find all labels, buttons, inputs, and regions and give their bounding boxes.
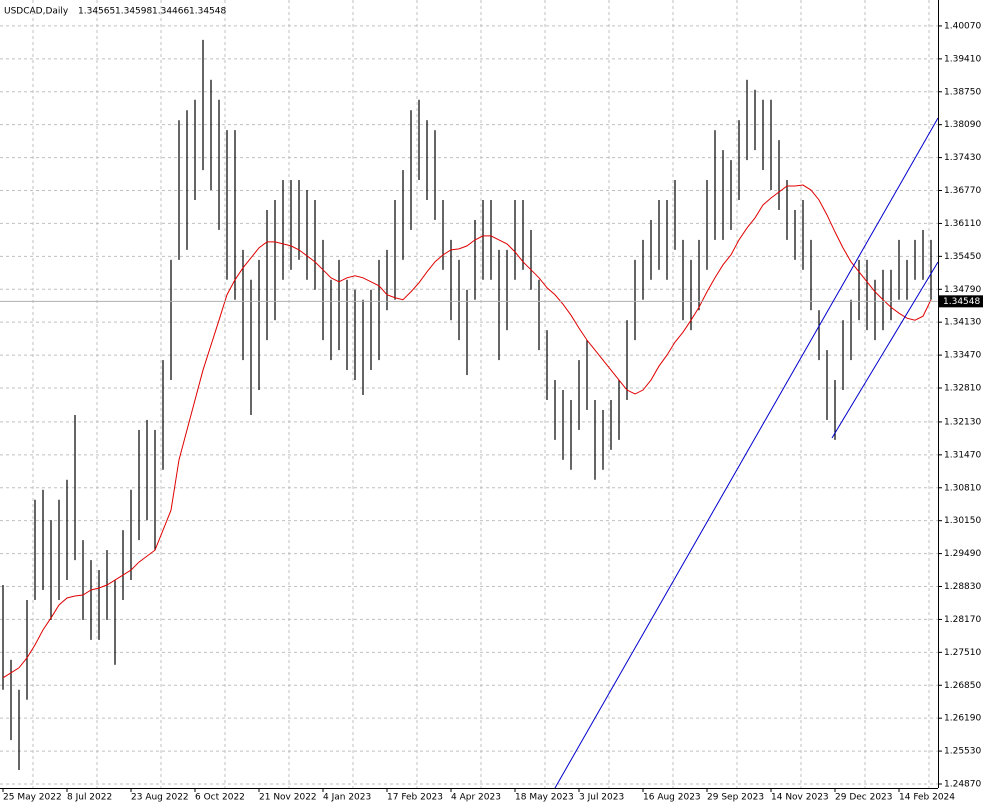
x-tick-label: 4 Apr 2023 <box>451 793 501 803</box>
y-tick-label: 1.24870 <box>944 780 981 790</box>
low-value: 1.34466 <box>152 7 189 17</box>
y-tick-label: 1.33470 <box>944 351 981 361</box>
y-tick-label: 1.28830 <box>944 582 981 592</box>
y-tick-label: 1.38750 <box>944 87 981 97</box>
x-tick-label: 14 Feb 2024 <box>899 793 955 803</box>
y-tick-label: 1.27510 <box>944 648 981 658</box>
last-price-label: 1.34548 <box>943 297 980 307</box>
y-tick-label: 1.29490 <box>944 549 981 559</box>
x-tick-label: 17 Feb 2023 <box>387 793 443 803</box>
y-tick-label: 1.39410 <box>944 54 981 64</box>
x-tick-label: 21 Nov 2022 <box>259 793 317 803</box>
open-value: 1.34565 <box>78 7 115 17</box>
trendline <box>554 117 939 789</box>
y-tick-label: 1.32810 <box>944 384 981 394</box>
y-tick-label: 1.30150 <box>944 516 981 526</box>
x-tick-label: 6 Oct 2022 <box>195 793 245 803</box>
y-tick-label: 1.28170 <box>944 615 981 625</box>
y-tick-label: 1.34790 <box>944 285 981 295</box>
y-tick-label: 1.35450 <box>944 252 981 262</box>
x-tick-label: 18 May 2023 <box>515 793 574 803</box>
y-tick-label: 1.40070 <box>944 21 981 31</box>
y-tick-label: 1.36110 <box>944 219 981 229</box>
x-tick-label: 4 Jan 2023 <box>323 793 371 803</box>
x-tick-label: 3 Jul 2023 <box>579 793 624 803</box>
y-tick-label: 1.38090 <box>944 120 981 130</box>
x-tick-label: 29 Sep 2023 <box>707 793 764 803</box>
y-tick-label: 1.32130 <box>944 417 981 427</box>
x-tick-label: 25 May 2022 <box>3 793 62 803</box>
y-tick-label: 1.26850 <box>944 681 981 691</box>
y-tick-label: 1.34130 <box>944 318 981 328</box>
y-tick-label: 1.37430 <box>944 153 981 163</box>
y-tick-label: 1.26190 <box>944 714 981 724</box>
x-tick-label: 16 Aug 2023 <box>643 793 701 803</box>
y-tick-label: 1.36770 <box>944 186 981 196</box>
y-tick-label: 1.30810 <box>944 483 981 493</box>
close-value: 1.34548 <box>189 7 226 17</box>
y-tick-label: 1.25530 <box>944 747 981 757</box>
symbol-label: USDCAD,Daily <box>4 7 69 17</box>
moving-average <box>2 184 932 679</box>
last-price-box <box>939 295 983 308</box>
y-tick-label: 1.31470 <box>944 450 981 460</box>
x-tick-label: 14 Nov 2023 <box>771 793 829 803</box>
trendline <box>831 261 939 439</box>
x-tick-label: 23 Aug 2022 <box>131 793 189 803</box>
x-tick-label: 29 Dec 2023 <box>835 793 893 803</box>
high-value: 1.34598 <box>115 7 152 17</box>
x-tick-label: 8 Jul 2022 <box>67 793 112 803</box>
